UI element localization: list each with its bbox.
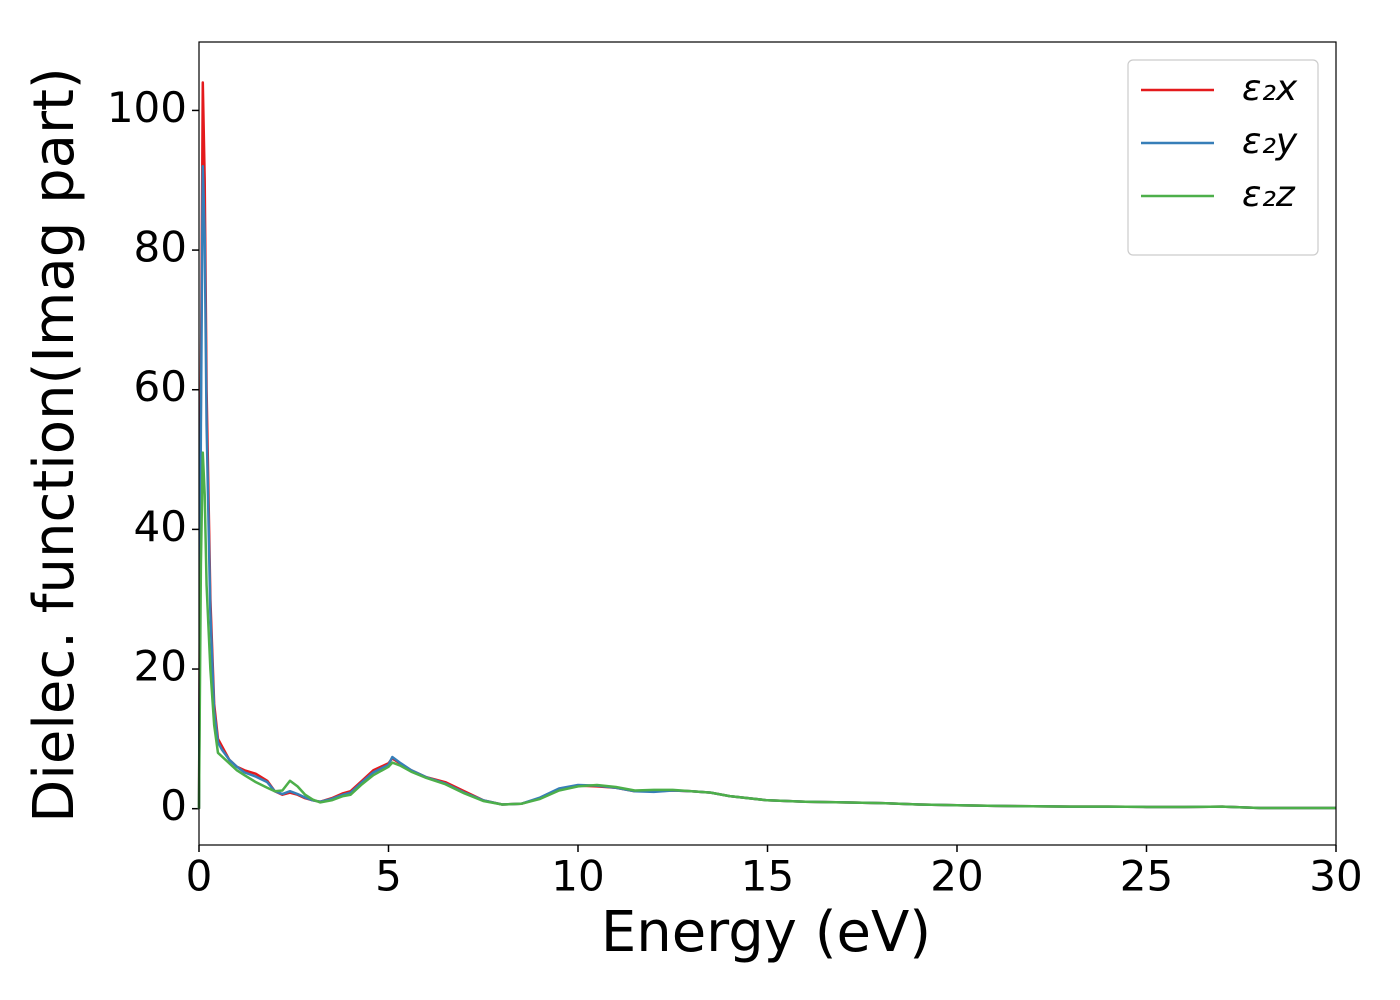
x-tick-label: 25	[1120, 852, 1173, 901]
y-tick-label: 0	[160, 781, 187, 830]
data-line	[197, 451, 1336, 810]
y-tick-label: 100	[107, 83, 187, 132]
plot-frame	[198, 41, 1337, 846]
x-axis-label: Energy (eV)	[601, 900, 931, 965]
legend-label: ε₂y	[1242, 121, 1298, 162]
x-tick-label: 15	[741, 852, 794, 901]
x-tick-label: 5	[375, 852, 402, 901]
y-tick-label: 40	[134, 502, 187, 551]
y-tick-label: 60	[134, 362, 187, 411]
x-tick-label: 30	[1309, 852, 1362, 901]
legend-label: ε₂x	[1242, 68, 1298, 109]
legend-box	[1127, 59, 1319, 256]
y-tick-label: 20	[134, 642, 187, 691]
y-axis-label: Dielec. function(Imag part)	[22, 67, 87, 823]
legend: ε₂x ε₂y ε₂z	[1127, 59, 1319, 256]
x-tick-label: 20	[930, 852, 983, 901]
x-tick-label: 10	[551, 852, 604, 901]
y-tick-label: 80	[134, 223, 187, 272]
x-tick-label: 0	[186, 852, 213, 901]
data-line	[197, 165, 1336, 810]
legend-label: ε₂z	[1242, 174, 1296, 215]
